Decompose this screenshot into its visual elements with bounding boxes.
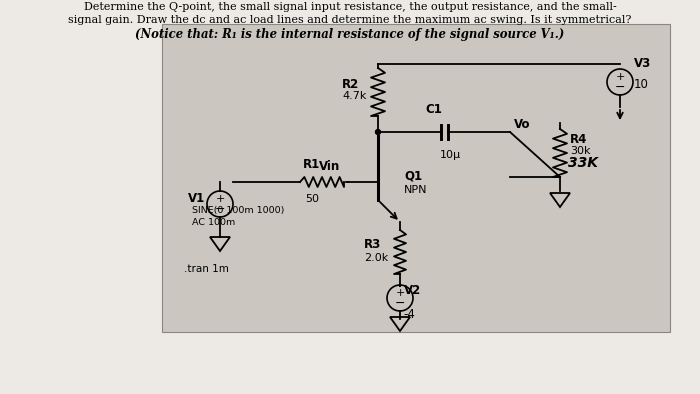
Text: signal gain. Draw the dc and ac load lines and determine the maximum ac swing. I: signal gain. Draw the dc and ac load lin… (69, 15, 631, 25)
Text: .tran 1m: .tran 1m (183, 264, 228, 274)
Text: 4.7k: 4.7k (342, 91, 366, 101)
Text: −: − (615, 80, 625, 93)
Text: AC 100m: AC 100m (192, 217, 235, 227)
Text: Vo: Vo (514, 117, 531, 130)
Text: Vin: Vin (319, 160, 341, 173)
Text: −: − (395, 297, 405, 310)
Text: 30k: 30k (570, 146, 591, 156)
Text: V3: V3 (634, 56, 651, 69)
Text: 2.0k: 2.0k (364, 253, 388, 263)
Text: R2: R2 (342, 78, 359, 91)
Text: R4: R4 (570, 132, 587, 145)
Text: V1: V1 (188, 191, 205, 204)
Text: NPN: NPN (404, 185, 428, 195)
Text: (Notice that: R₁ is the internal resistance of the signal source V₁.): (Notice that: R₁ is the internal resista… (135, 28, 565, 41)
Text: SINE(0 100m 1000): SINE(0 100m 1000) (192, 206, 284, 214)
Text: +: + (395, 288, 405, 298)
Text: 10: 10 (634, 78, 649, 91)
Text: -4: -4 (403, 309, 415, 322)
Circle shape (375, 130, 381, 134)
Text: C1: C1 (426, 103, 442, 116)
Text: +: + (216, 194, 225, 204)
Text: R1: R1 (303, 158, 321, 171)
Text: −: − (215, 203, 225, 216)
Text: Determine the Q-point, the small signal input resistance, the output resistance,: Determine the Q-point, the small signal … (83, 2, 617, 12)
Text: +: + (615, 72, 624, 82)
Text: 10μ: 10μ (440, 150, 461, 160)
Text: R3: R3 (364, 238, 382, 251)
Bar (162, 24, 670, 332)
Text: Q1: Q1 (404, 169, 422, 182)
Text: V2: V2 (404, 284, 421, 297)
Text: 50: 50 (305, 194, 319, 204)
Text: 33K: 33K (568, 156, 598, 170)
